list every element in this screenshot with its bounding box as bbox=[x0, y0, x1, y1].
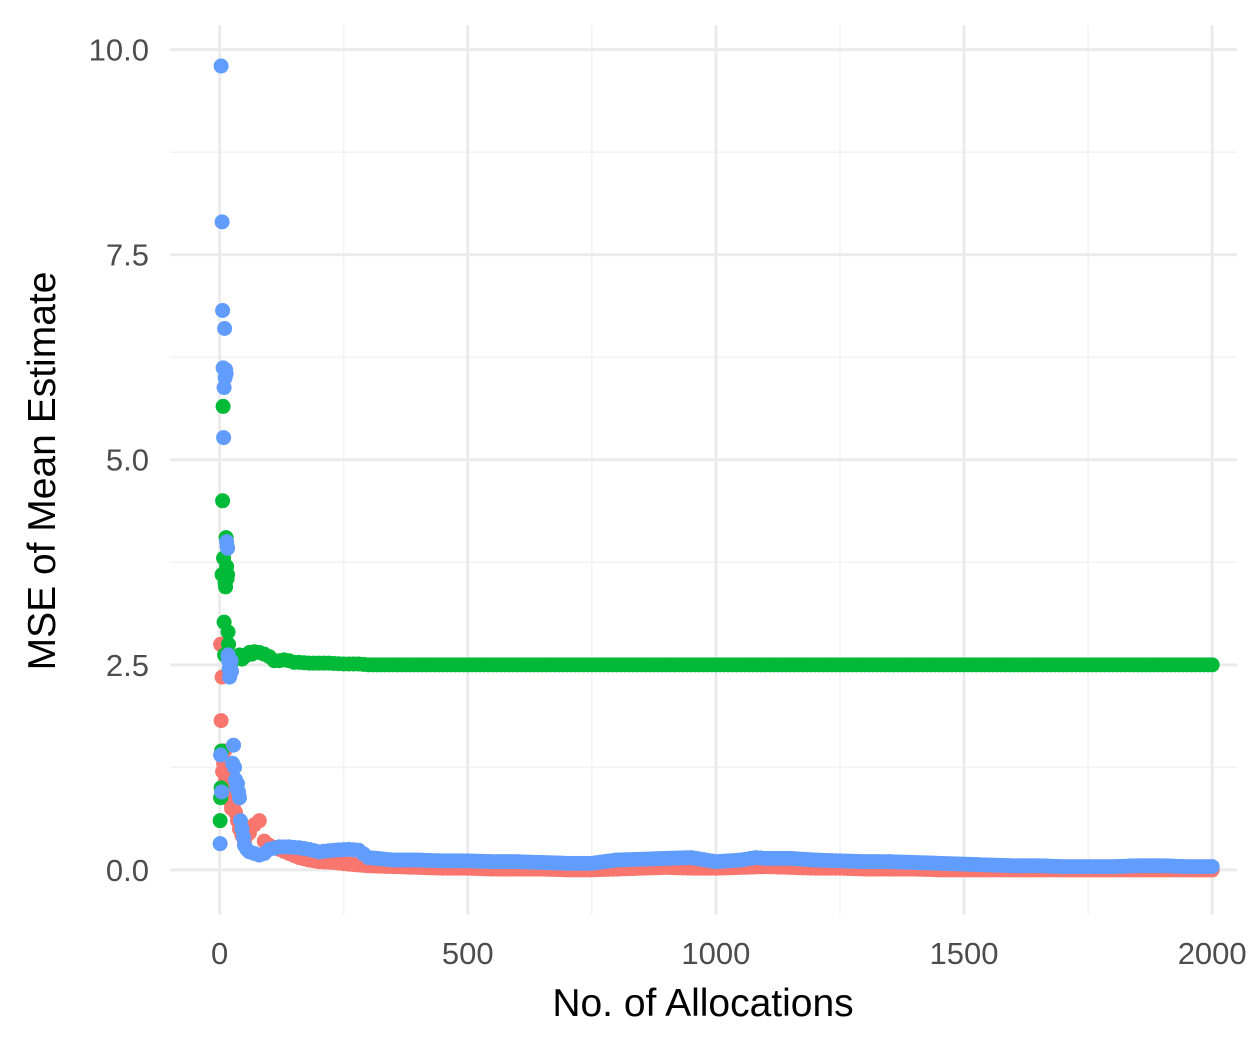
data-point bbox=[215, 302, 231, 318]
y-axis-ticks: 0.0 2.5 5.0 7.5 10.0 bbox=[89, 33, 149, 888]
series-1-points bbox=[212, 398, 1220, 829]
data-point bbox=[212, 813, 228, 829]
data-point bbox=[1204, 859, 1220, 875]
data-point bbox=[220, 567, 236, 583]
data-point bbox=[214, 214, 230, 230]
y-tick-label: 5.0 bbox=[106, 443, 149, 478]
data-point bbox=[213, 747, 229, 763]
data-point bbox=[214, 784, 230, 800]
grid-lines bbox=[170, 25, 1237, 915]
data-point bbox=[226, 737, 242, 753]
y-tick-label: 2.5 bbox=[106, 648, 149, 683]
data-point bbox=[220, 624, 236, 640]
data-point bbox=[215, 493, 231, 509]
x-axis-ticks: 0 500 1000 1500 2000 bbox=[211, 936, 1247, 971]
series-2-points bbox=[212, 58, 1220, 875]
data-point bbox=[251, 813, 267, 829]
y-tick-label: 7.5 bbox=[106, 238, 149, 273]
x-tick-label: 0 bbox=[211, 936, 228, 971]
data-point bbox=[215, 398, 231, 414]
data-point bbox=[212, 836, 228, 852]
data-point bbox=[1204, 657, 1220, 673]
data-point bbox=[221, 636, 237, 652]
data-point bbox=[231, 790, 247, 806]
data-point bbox=[227, 759, 243, 775]
data-point bbox=[216, 430, 232, 446]
data-point bbox=[213, 713, 229, 729]
data-point bbox=[224, 663, 240, 679]
y-tick-label: 0.0 bbox=[106, 853, 149, 888]
y-axis-title: MSE of Mean Estimate bbox=[21, 272, 64, 671]
data-point bbox=[213, 58, 229, 74]
data-point bbox=[217, 321, 233, 337]
data-points bbox=[212, 58, 1220, 878]
data-point bbox=[218, 366, 234, 382]
x-tick-label: 1000 bbox=[681, 936, 750, 971]
x-tick-label: 2000 bbox=[1178, 936, 1247, 971]
data-point bbox=[220, 540, 236, 556]
x-tick-label: 500 bbox=[442, 936, 494, 971]
x-axis-title: No. of Allocations bbox=[552, 982, 853, 1025]
data-point bbox=[223, 653, 239, 669]
x-tick-label: 1500 bbox=[930, 936, 999, 971]
y-tick-label: 10.0 bbox=[89, 33, 149, 68]
